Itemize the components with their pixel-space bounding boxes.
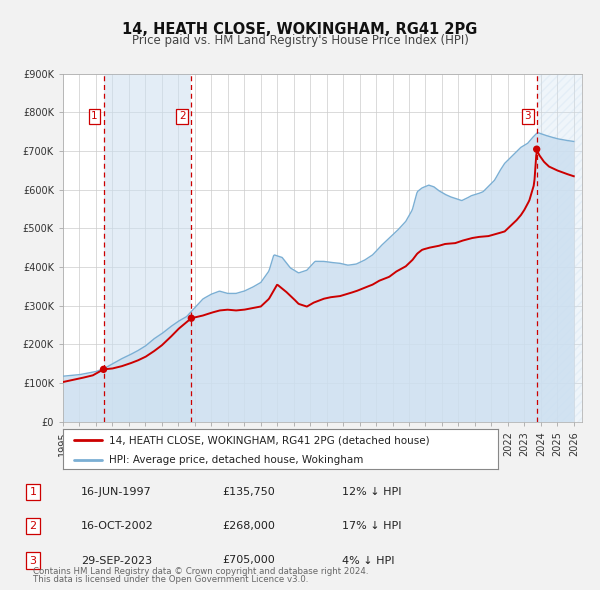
Text: 3: 3	[524, 112, 531, 122]
Text: 29-SEP-2023: 29-SEP-2023	[81, 556, 152, 565]
Text: £268,000: £268,000	[222, 522, 275, 531]
Text: 3: 3	[29, 556, 37, 565]
Text: 1: 1	[91, 112, 98, 122]
Text: 12% ↓ HPI: 12% ↓ HPI	[342, 487, 401, 497]
Point	[187, 313, 196, 323]
Text: £135,750: £135,750	[222, 487, 275, 497]
Text: £705,000: £705,000	[222, 556, 275, 565]
Text: This data is licensed under the Open Government Licence v3.0.: This data is licensed under the Open Gov…	[33, 575, 308, 584]
Bar	[536, 74, 582, 422]
Text: 2: 2	[179, 112, 185, 122]
Text: 14, HEATH CLOSE, WOKINGHAM, RG41 2PG: 14, HEATH CLOSE, WOKINGHAM, RG41 2PG	[122, 22, 478, 37]
Text: 4% ↓ HPI: 4% ↓ HPI	[342, 556, 395, 565]
Text: 2: 2	[29, 522, 37, 531]
Text: HPI: Average price, detached house, Wokingham: HPI: Average price, detached house, Woki…	[109, 455, 363, 466]
Point	[532, 145, 541, 154]
Text: 16-JUN-1997: 16-JUN-1997	[81, 487, 152, 497]
Text: Price paid vs. HM Land Registry's House Price Index (HPI): Price paid vs. HM Land Registry's House …	[131, 34, 469, 47]
Point	[99, 365, 109, 374]
Text: 16-OCT-2002: 16-OCT-2002	[81, 522, 154, 531]
Bar	[104, 74, 191, 422]
Text: 17% ↓ HPI: 17% ↓ HPI	[342, 522, 401, 531]
Text: 1: 1	[29, 487, 37, 497]
Text: Contains HM Land Registry data © Crown copyright and database right 2024.: Contains HM Land Registry data © Crown c…	[33, 567, 368, 576]
Text: 14, HEATH CLOSE, WOKINGHAM, RG41 2PG (detached house): 14, HEATH CLOSE, WOKINGHAM, RG41 2PG (de…	[109, 435, 430, 445]
